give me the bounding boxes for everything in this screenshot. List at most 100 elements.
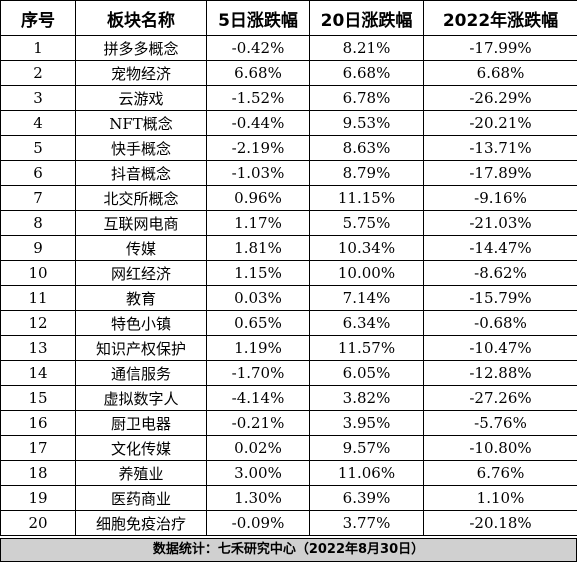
- table-row: 7 北交所概念 0.96% 11.15% -9.16%: [0, 185, 577, 211]
- row-index-cell: 16: [0, 410, 76, 436]
- sector-name-cell: 特色小镇: [75, 310, 207, 336]
- change-20day-cell: 3.82%: [309, 385, 424, 411]
- table-row: 1 拼多多概念 -0.42% 8.21% -17.99%: [0, 35, 577, 61]
- table-row: 20 细胞免疫治疗 -0.09% 3.77% -20.18%: [0, 510, 577, 536]
- row-index-cell: 19: [0, 485, 76, 511]
- sector-name-cell: 互联网电商: [75, 210, 207, 236]
- header-5day-change: 5日涨跌幅: [206, 0, 310, 36]
- change-5day-cell: -0.21%: [206, 410, 310, 436]
- sector-name-cell: 厨卫电器: [75, 410, 207, 436]
- change-2022-cell: -27.26%: [423, 385, 577, 411]
- sector-name-cell: NFT概念: [75, 110, 207, 136]
- change-5day-cell: 1.19%: [206, 335, 310, 361]
- header-20day-change: 20日涨跌幅: [309, 0, 424, 36]
- change-5day-cell: 0.65%: [206, 310, 310, 336]
- table-row: 4 NFT概念 -0.44% 9.53% -20.21%: [0, 110, 577, 136]
- row-index-cell: 12: [0, 310, 76, 336]
- change-20day-cell: 10.34%: [309, 235, 424, 261]
- sector-name-cell: 医药商业: [75, 485, 207, 511]
- row-index-cell: 8: [0, 210, 76, 236]
- change-5day-cell: -0.44%: [206, 110, 310, 136]
- change-20day-cell: 5.75%: [309, 210, 424, 236]
- table-row: 14 通信服务 -1.70% 6.05% -12.88%: [0, 360, 577, 386]
- table-row: 3 云游戏 -1.52% 6.78% -26.29%: [0, 85, 577, 111]
- change-20day-cell: 6.68%: [309, 60, 424, 86]
- row-index-cell: 18: [0, 460, 76, 486]
- table-row: 5 快手概念 -2.19% 8.63% -13.71%: [0, 135, 577, 161]
- table-row: 8 互联网电商 1.17% 5.75% -21.03%: [0, 210, 577, 236]
- header-sector-name: 板块名称: [75, 0, 207, 36]
- change-5day-cell: 0.96%: [206, 185, 310, 211]
- sector-name-cell: 宠物经济: [75, 60, 207, 86]
- change-5day-cell: 0.02%: [206, 435, 310, 461]
- change-2022-cell: 1.10%: [423, 485, 577, 511]
- row-index-cell: 6: [0, 160, 76, 186]
- row-index-cell: 17: [0, 435, 76, 461]
- change-2022-cell: -20.18%: [423, 510, 577, 536]
- change-20day-cell: 6.78%: [309, 85, 424, 111]
- table-row: 19 医药商业 1.30% 6.39% 1.10%: [0, 485, 577, 511]
- change-2022-cell: -10.80%: [423, 435, 577, 461]
- change-20day-cell: 9.53%: [309, 110, 424, 136]
- change-2022-cell: 6.76%: [423, 460, 577, 486]
- table-row: 11 教育 0.03% 7.14% -15.79%: [0, 285, 577, 311]
- sector-name-cell: 虚拟数字人: [75, 385, 207, 411]
- change-20day-cell: 6.34%: [309, 310, 424, 336]
- change-2022-cell: -13.71%: [423, 135, 577, 161]
- row-index-cell: 3: [0, 85, 76, 111]
- sector-name-cell: 北交所概念: [75, 185, 207, 211]
- table-row: 10 网红经济 1.15% 10.00% -8.62%: [0, 260, 577, 286]
- change-20day-cell: 3.95%: [309, 410, 424, 436]
- sector-name-cell: 传媒: [75, 235, 207, 261]
- change-20day-cell: 6.39%: [309, 485, 424, 511]
- change-5day-cell: -1.70%: [206, 360, 310, 386]
- change-5day-cell: 3.00%: [206, 460, 310, 486]
- row-index-cell: 20: [0, 510, 76, 536]
- sector-name-cell: 网红经济: [75, 260, 207, 286]
- sector-name-cell: 抖音概念: [75, 160, 207, 186]
- header-row: 序号 板块名称 5日涨跌幅 20日涨跌幅 2022年涨跌幅: [0, 0, 577, 36]
- header-index: 序号: [0, 0, 76, 36]
- sector-name-cell: 云游戏: [75, 85, 207, 111]
- row-index-cell: 14: [0, 360, 76, 386]
- change-2022-cell: 6.68%: [423, 60, 577, 86]
- change-5day-cell: -0.09%: [206, 510, 310, 536]
- change-20day-cell: 8.79%: [309, 160, 424, 186]
- change-5day-cell: 1.17%: [206, 210, 310, 236]
- table-row: 6 抖音概念 -1.03% 8.79% -17.89%: [0, 160, 577, 186]
- sector-name-cell: 拼多多概念: [75, 35, 207, 61]
- change-20day-cell: 11.15%: [309, 185, 424, 211]
- sector-name-cell: 教育: [75, 285, 207, 311]
- row-index-cell: 9: [0, 235, 76, 261]
- change-5day-cell: -2.19%: [206, 135, 310, 161]
- change-20day-cell: 8.63%: [309, 135, 424, 161]
- change-20day-cell: 3.77%: [309, 510, 424, 536]
- row-index-cell: 13: [0, 335, 76, 361]
- change-2022-cell: -10.47%: [423, 335, 577, 361]
- table-row: 13 知识产权保护 1.19% 11.57% -10.47%: [0, 335, 577, 361]
- sector-name-cell: 养殖业: [75, 460, 207, 486]
- table-row: 16 厨卫电器 -0.21% 3.95% -5.76%: [0, 410, 577, 436]
- change-20day-cell: 9.57%: [309, 435, 424, 461]
- change-2022-cell: -0.68%: [423, 310, 577, 336]
- row-index-cell: 2: [0, 60, 76, 86]
- sector-performance-table: 序号 板块名称 5日涨跌幅 20日涨跌幅 2022年涨跌幅 1 拼多多概念 -0.4…: [0, 0, 577, 536]
- change-2022-cell: -12.88%: [423, 360, 577, 386]
- table-row: 18 养殖业 3.00% 11.06% 6.76%: [0, 460, 577, 486]
- change-2022-cell: -5.76%: [423, 410, 577, 436]
- change-5day-cell: -1.03%: [206, 160, 310, 186]
- change-20day-cell: 10.00%: [309, 260, 424, 286]
- row-index-cell: 1: [0, 35, 76, 61]
- table-body: 1 拼多多概念 -0.42% 8.21% -17.99% 2 宠物经济 6.68% 6.68% 6…: [0, 35, 577, 536]
- source-footer: 数据统计：七禾研究中心（2022年8月30日）: [0, 538, 577, 562]
- change-2022-cell: -17.99%: [423, 35, 577, 61]
- row-index-cell: 10: [0, 260, 76, 286]
- row-index-cell: 4: [0, 110, 76, 136]
- change-20day-cell: 8.21%: [309, 35, 424, 61]
- change-2022-cell: -20.21%: [423, 110, 577, 136]
- header-2022-change: 2022年涨跌幅: [423, 0, 577, 36]
- sector-name-cell: 文化传媒: [75, 435, 207, 461]
- row-index-cell: 15: [0, 385, 76, 411]
- change-2022-cell: -14.47%: [423, 235, 577, 261]
